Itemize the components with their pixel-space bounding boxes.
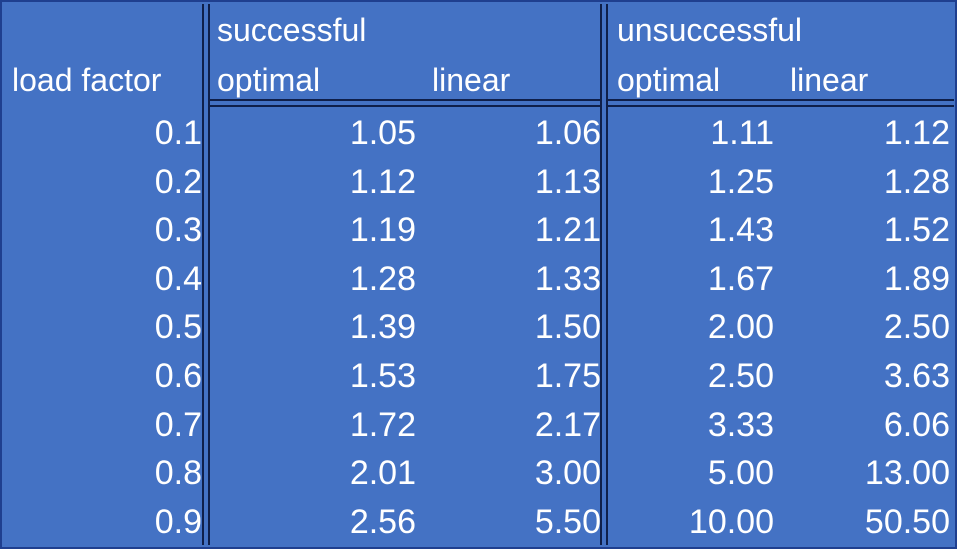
cell-load-factor: 0.7 — [154, 405, 202, 444]
column-header-unsuccessful-optimal: optimal — [617, 62, 721, 98]
cell-unsuccessful-optimal: 2.00 — [707, 308, 774, 347]
cell-successful-linear: 1.33 — [534, 259, 601, 298]
cell-unsuccessful-linear: 2.50 — [883, 308, 950, 347]
cell-unsuccessful-linear: 1.52 — [883, 211, 950, 250]
cell-successful-linear: 1.75 — [534, 357, 601, 395]
cell-successful-optimal: 2.01 — [349, 454, 416, 493]
cell-successful-linear: 1.21 — [534, 211, 601, 250]
cell-unsuccessful-linear: 1.89 — [883, 259, 950, 298]
cell-unsuccessful-optimal: 1.11 — [710, 114, 774, 152]
cell-successful-optimal: 1.19 — [349, 211, 416, 250]
cell-load-factor: 0.4 — [154, 259, 202, 298]
cell-successful-optimal: 1.12 — [349, 162, 416, 201]
cell-unsuccessful-linear: 1.28 — [883, 162, 950, 201]
cell-unsuccessful-optimal: 1.67 — [707, 259, 774, 298]
cell-unsuccessful-optimal: 2.50 — [707, 357, 774, 395]
cell-load-factor: 0.1 — [154, 114, 202, 152]
cell-unsuccessful-optimal: 10.00 — [688, 502, 774, 541]
cell-unsuccessful-linear: 13.00 — [864, 454, 950, 493]
cell-unsuccessful-linear: 1.12 — [883, 114, 950, 152]
column-header-successful-optimal: optimal — [217, 62, 321, 98]
cell-load-factor: 0.3 — [154, 211, 202, 250]
cell-unsuccessful-optimal: 5.00 — [707, 454, 774, 493]
cell-load-factor: 0.8 — [154, 454, 202, 493]
cell-successful-optimal: 1.39 — [349, 308, 416, 347]
cell-successful-linear: 3.00 — [534, 454, 601, 493]
cell-successful-optimal: 1.72 — [349, 405, 416, 444]
column-header-load-factor: load factor — [12, 62, 162, 98]
cell-load-factor: 0.6 — [154, 357, 202, 395]
cell-successful-optimal: 1.53 — [349, 357, 416, 395]
cell-successful-linear: 5.50 — [534, 502, 601, 541]
header-divider-successful — [210, 99, 600, 107]
column-header-successful-linear: linear — [432, 62, 511, 98]
cell-successful-linear: 1.50 — [534, 308, 601, 347]
cell-successful-optimal: 1.28 — [349, 259, 416, 298]
cell-unsuccessful-linear: 50.50 — [864, 502, 950, 541]
cell-unsuccessful-linear: 3.63 — [883, 357, 950, 395]
header-divider-unsuccessful — [608, 99, 954, 107]
cell-successful-linear: 2.17 — [534, 405, 601, 444]
group-header-unsuccessful: unsuccessful — [617, 12, 802, 48]
cell-unsuccessful-linear: 6.06 — [883, 405, 950, 444]
cell-unsuccessful-optimal: 1.25 — [707, 162, 774, 201]
group-header-successful: successful — [217, 12, 367, 48]
cell-successful-optimal: 1.05 — [349, 114, 416, 152]
column-divider-left — [202, 4, 210, 545]
cell-successful-optimal: 2.56 — [349, 502, 416, 541]
cell-unsuccessful-optimal: 1.43 — [707, 211, 774, 250]
cell-load-factor: 0.2 — [154, 162, 202, 201]
cell-successful-linear: 1.13 — [534, 162, 601, 201]
cell-load-factor: 0.5 — [154, 308, 202, 347]
column-divider-right — [600, 4, 608, 545]
column-header-unsuccessful-linear: linear — [790, 62, 869, 98]
cell-load-factor: 0.9 — [154, 502, 202, 541]
cell-successful-linear: 1.06 — [534, 114, 601, 152]
cell-unsuccessful-optimal: 3.33 — [707, 405, 774, 444]
